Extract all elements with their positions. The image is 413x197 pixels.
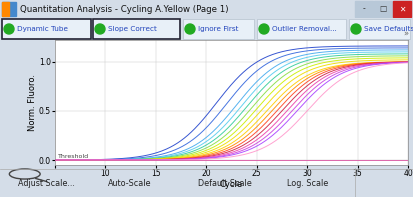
Circle shape [4,24,14,34]
Bar [393,1,411,17]
Text: -: - [363,5,366,14]
Text: Outlier Removal...: Outlier Removal... [272,26,337,32]
Bar [2,2,16,16]
Bar [374,1,392,17]
Text: Default Scale: Default Scale [198,178,252,188]
Circle shape [351,24,361,34]
Text: Auto-Scale: Auto-Scale [108,178,152,188]
Text: Adjust Scale...: Adjust Scale... [18,178,74,188]
X-axis label: Cycle: Cycle [220,179,243,189]
Bar [355,1,373,17]
Text: Slope Correct: Slope Correct [108,26,157,32]
FancyBboxPatch shape [183,19,254,39]
Circle shape [259,24,269,34]
Text: Threshold: Threshold [58,154,89,159]
Bar [2,2,9,16]
Text: Save Defaults: Save Defaults [364,26,413,32]
FancyBboxPatch shape [93,19,180,39]
Text: Ignore First: Ignore First [198,26,238,32]
Y-axis label: Norm. Fluoro.: Norm. Fluoro. [28,74,37,131]
Circle shape [185,24,195,34]
Circle shape [95,24,105,34]
Text: »: » [403,30,408,38]
Text: Quantitation Analysis - Cycling A.Yellow (Page 1): Quantitation Analysis - Cycling A.Yellow… [20,5,228,14]
FancyBboxPatch shape [256,19,346,39]
FancyBboxPatch shape [349,19,410,39]
Text: Log. Scale: Log. Scale [287,178,329,188]
FancyBboxPatch shape [2,19,90,39]
Text: □: □ [380,5,387,14]
Text: ✕: ✕ [399,5,405,14]
Text: Dynamic Tube: Dynamic Tube [17,26,68,32]
